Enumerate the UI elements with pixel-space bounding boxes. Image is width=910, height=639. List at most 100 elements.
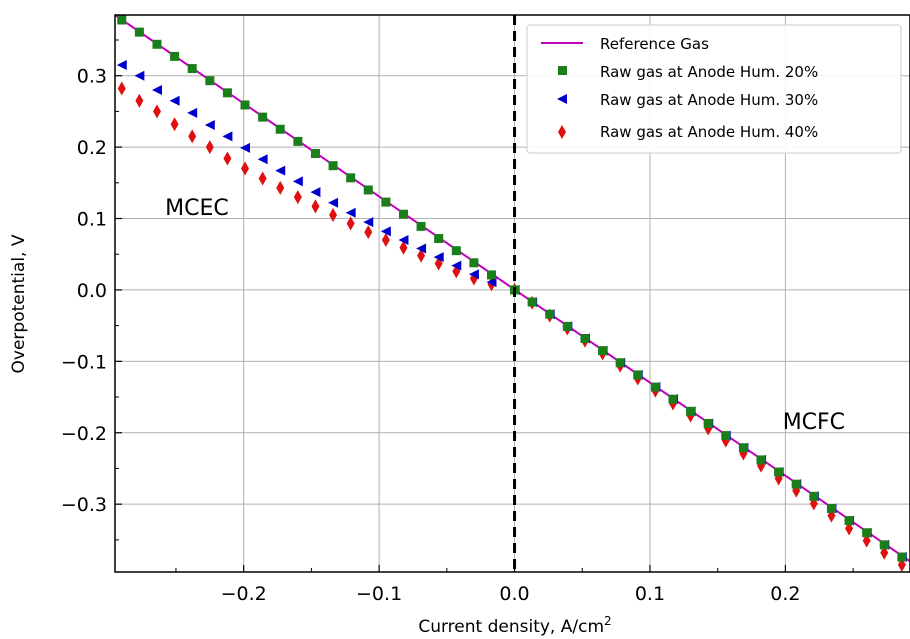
y-tick-label: 0.3 [77, 66, 107, 88]
legend: Reference Gas Raw gas at Anode Hum. 20% … [526, 24, 902, 154]
hum30-point [169, 95, 180, 106]
legend-swatch-hum20 [558, 66, 567, 75]
hum30-point [151, 84, 162, 95]
hum20-point [580, 333, 590, 343]
hum20-point [469, 258, 479, 268]
hum40-point [346, 216, 355, 231]
hum40-point [364, 225, 373, 240]
x-axis-label: Current density, A/cm2 [418, 614, 611, 637]
y-tick-label: 0.2 [77, 137, 107, 159]
hum30-point [416, 243, 427, 254]
hum40-point [258, 171, 267, 186]
hum20-point [598, 346, 608, 356]
hum20-point [738, 443, 748, 453]
hum20-point [310, 149, 320, 159]
hum20-point [187, 64, 197, 74]
marker-series [116, 15, 907, 572]
hum40-point [311, 199, 320, 214]
hum20-point [170, 51, 180, 61]
hum20-point [222, 88, 232, 98]
legend-label-hum20: Raw gas at Anode Hum. 20% [600, 63, 818, 81]
y-tick-label: −0.1 [61, 351, 107, 373]
hum20-point [844, 516, 854, 526]
hum20-point [615, 358, 625, 368]
hum30-point [380, 226, 391, 237]
hum40-point [152, 104, 161, 119]
hum20-point [293, 136, 303, 146]
hum20-point [117, 15, 127, 25]
hum40-point [223, 151, 232, 166]
hum20-point [703, 418, 713, 428]
hum20-point [809, 491, 819, 501]
x-tick-label: −0.1 [356, 583, 402, 605]
hum20-point [650, 382, 660, 392]
hum40-point [827, 508, 836, 523]
x-tick-label: −0.2 [221, 583, 267, 605]
hum20-point [826, 503, 836, 513]
hum30-point [433, 252, 444, 263]
hum20-point [879, 540, 889, 550]
legend-swatch-hum30 [557, 94, 567, 104]
hum30-point [257, 154, 268, 165]
hum30-point [310, 187, 321, 198]
hum30-point [240, 142, 251, 153]
hum30-point [328, 197, 339, 208]
legend-label-reference: Reference Gas [600, 35, 709, 53]
y-tick-label: −0.2 [61, 423, 107, 445]
hum40-point [276, 180, 285, 195]
x-tick-label: 0.0 [499, 583, 529, 605]
hum30-point [292, 176, 303, 187]
hum30-point [275, 165, 286, 176]
hum20-point [862, 528, 872, 538]
hum20-point [756, 455, 766, 465]
legend-box [526, 24, 902, 154]
hum20-point [434, 234, 444, 244]
hum30-point [345, 207, 356, 218]
hum30-point [134, 70, 145, 81]
hum30-point [398, 234, 409, 245]
legend-label-hum30: Raw gas at Anode Hum. 30% [600, 91, 818, 109]
hum20-point [451, 246, 461, 256]
hum20-point [897, 552, 907, 562]
legend-label-hum40: Raw gas at Anode Hum. 40% [600, 123, 818, 141]
hum30-point [486, 277, 497, 288]
hum20-point [363, 185, 373, 195]
y-tick-label: −0.3 [61, 494, 107, 516]
hum20-point [633, 370, 643, 380]
axis-ticks: −0.2 −0.1 0.0 0.1 0.2 0.3 0.2 0.1 0.0 −0.1 −0.2 −0.… [61, 39, 854, 605]
hum20-point [487, 270, 497, 280]
hum40-point [170, 117, 179, 132]
hum30-point [363, 217, 374, 228]
hum20-point [134, 27, 144, 37]
hum40-point [417, 248, 426, 263]
hum40-point [188, 129, 197, 144]
x-axis-label-exponent: 2 [604, 614, 612, 628]
plot-frame [114, 14, 910, 573]
hum40-point [381, 232, 390, 247]
hum40-point [293, 190, 302, 205]
hum20-point [275, 124, 285, 134]
mcfc-annotation: MCFC [783, 410, 845, 435]
hum20-point [791, 479, 801, 489]
hum20-point [416, 221, 426, 231]
hum20-point [527, 297, 537, 307]
hum40-point [205, 140, 214, 155]
hum40-point [399, 240, 408, 255]
hum20-point [668, 394, 678, 404]
y-tick-label: 0.0 [77, 280, 107, 302]
legend-swatch-hum40 [558, 125, 566, 139]
hum20-point [328, 161, 338, 171]
y-tick-label: 0.1 [77, 209, 107, 231]
x-tick-label: 0.1 [635, 583, 665, 605]
hum30-point [468, 269, 479, 280]
hum20-point [346, 173, 356, 183]
hum20-point [562, 321, 572, 331]
hum20-point [258, 112, 268, 122]
hum20-point [774, 467, 784, 477]
hum40-point [329, 207, 338, 222]
hum20-point [240, 100, 250, 110]
x-axis-label-base: Current density, A/cm [418, 617, 604, 637]
hum30-point [204, 119, 215, 130]
hum40-point [135, 93, 144, 108]
